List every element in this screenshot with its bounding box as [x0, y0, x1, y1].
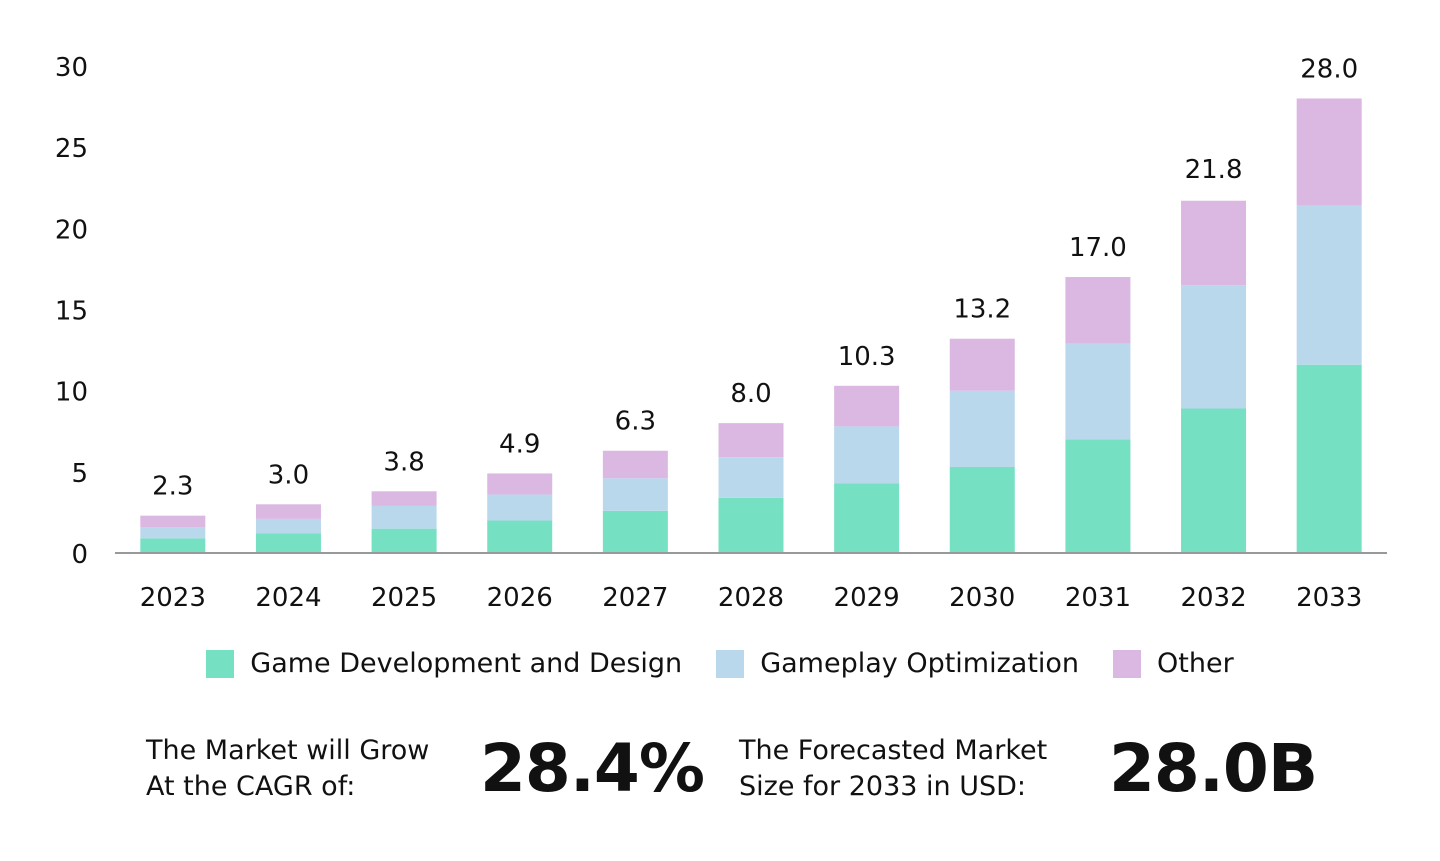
- y-tick-label: 30: [55, 53, 88, 83]
- bar-segment: [602, 450, 668, 479]
- x-tick-label: 2032: [1180, 583, 1246, 613]
- legend-item: Other: [1113, 648, 1234, 679]
- y-tick-label: 0: [71, 540, 88, 570]
- data-label: 28.0: [1300, 54, 1358, 84]
- bar-segment: [371, 505, 437, 529]
- market-size-value: 28.0B: [1109, 730, 1318, 807]
- bar-segment: [487, 494, 553, 521]
- bar-segment: [1065, 439, 1131, 553]
- bar-segment: [371, 528, 437, 553]
- market-size-label-line: Size for 2033 in USD:: [739, 770, 1026, 802]
- bar-segment: [602, 510, 668, 553]
- x-tick-label: 2027: [602, 583, 668, 613]
- bar-segment: [949, 338, 1015, 391]
- bar-segment: [140, 538, 206, 553]
- bar-segment: [949, 466, 1015, 553]
- bar-segment: [834, 426, 900, 484]
- cagr-label-line: The Market will Grow: [146, 734, 430, 766]
- y-tick-label: 20: [55, 215, 88, 245]
- bar-segment: [1296, 364, 1362, 553]
- bar-segment: [1065, 343, 1131, 440]
- legend: Game Development and Design Gameplay Opt…: [0, 648, 1440, 679]
- bar-segment: [255, 533, 321, 553]
- data-label: 8.0: [730, 379, 771, 409]
- bar-segment: [487, 520, 553, 553]
- legend-item: Gameplay Optimization: [716, 648, 1079, 679]
- cagr-stat: The Market will Grow At the CAGR of: 28.4…: [146, 730, 705, 807]
- legend-swatch: [206, 649, 235, 678]
- x-tick-label: 2030: [949, 583, 1015, 613]
- legend-label: Game Development and Design: [250, 648, 683, 679]
- x-tick-label: 2025: [371, 583, 437, 613]
- x-tick-label: 2033: [1296, 583, 1362, 613]
- bar-segment: [1296, 98, 1362, 206]
- bar-segment: [834, 483, 900, 553]
- bar-segment: [718, 423, 784, 458]
- bar-segment: [949, 390, 1015, 467]
- legend-item: Game Development and Design: [206, 648, 682, 679]
- data-label: 10.3: [838, 342, 896, 372]
- market-size-stat: The Forecasted Market Size for 2033 in US…: [739, 730, 1318, 807]
- data-label: 3.8: [383, 447, 424, 477]
- legend-label: Gameplay Optimization: [760, 648, 1080, 679]
- data-label: 3.0: [268, 460, 309, 490]
- bar-segment: [1065, 277, 1131, 344]
- data-label: 17.0: [1069, 233, 1127, 263]
- market-size-label-line: The Forecasted Market: [739, 734, 1048, 766]
- x-tick-label: 2029: [834, 583, 900, 613]
- bar-segment: [718, 457, 784, 498]
- data-label: 13.2: [953, 295, 1011, 325]
- y-tick-label: 25: [55, 134, 88, 164]
- bar-segment: [602, 478, 668, 511]
- x-tick-label: 2028: [718, 583, 784, 613]
- y-tick-label: 15: [55, 297, 88, 327]
- x-tick-label: 2026: [487, 583, 553, 613]
- market-size-label: The Forecasted Market Size for 2033 in US…: [739, 733, 1059, 805]
- bar-segment: [718, 497, 784, 553]
- x-tick-label: 2023: [140, 583, 206, 613]
- bar-segment: [140, 515, 206, 528]
- cagr-value: 28.4%: [480, 730, 705, 807]
- cagr-label-line: At the CAGR of:: [146, 770, 356, 802]
- bar-segment: [255, 504, 321, 519]
- bar-segment: [371, 491, 437, 506]
- y-tick-label: 10: [55, 378, 88, 408]
- data-label: 4.9: [499, 429, 540, 459]
- y-tick-label: 5: [71, 459, 88, 489]
- bar-segment: [140, 527, 206, 539]
- legend-label: Other: [1157, 648, 1234, 679]
- data-label: 6.3: [615, 407, 656, 437]
- x-tick-label: 2031: [1065, 583, 1131, 613]
- data-label: 2.3: [152, 472, 193, 502]
- cagr-label: The Market will Grow At the CAGR of:: [146, 733, 466, 805]
- bar-segment: [834, 385, 900, 427]
- bar-segment: [255, 518, 321, 534]
- data-label: 21.8: [1185, 155, 1243, 185]
- bar-segment: [1181, 408, 1247, 553]
- legend-swatch: [1113, 649, 1142, 678]
- stacked-bar-chart: 0510152025302.320233.020243.820254.92026…: [55, 53, 1387, 613]
- x-tick-label: 2024: [255, 583, 321, 613]
- bar-segment: [1181, 200, 1247, 286]
- bar-segment: [1296, 205, 1362, 365]
- legend-swatch: [716, 649, 745, 678]
- bar-segment: [487, 473, 553, 495]
- bar-segment: [1181, 285, 1247, 409]
